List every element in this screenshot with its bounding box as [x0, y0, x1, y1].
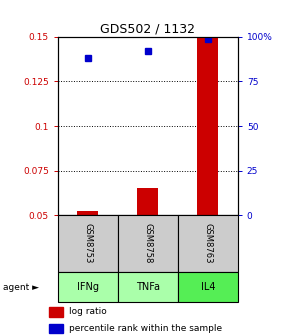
Text: GSM8753: GSM8753	[84, 223, 93, 264]
Bar	[137, 188, 158, 215]
Bar	[49, 307, 63, 317]
Bar	[178, 272, 238, 302]
Title: GDS502 / 1132: GDS502 / 1132	[100, 23, 195, 36]
Bar	[178, 215, 238, 272]
Bar	[197, 37, 218, 215]
Bar	[77, 211, 99, 215]
Text: IL4: IL4	[201, 282, 215, 292]
Text: percentile rank within the sample: percentile rank within the sample	[69, 324, 222, 333]
Bar	[58, 215, 118, 272]
Bar	[49, 324, 63, 333]
Text: IFNg: IFNg	[77, 282, 99, 292]
Text: TNFa: TNFa	[136, 282, 160, 292]
Bar	[118, 215, 178, 272]
Text: log ratio: log ratio	[69, 307, 106, 316]
Text: GSM8763: GSM8763	[203, 223, 212, 264]
Bar	[118, 272, 178, 302]
Text: agent ►: agent ►	[3, 283, 39, 292]
Text: GSM8758: GSM8758	[143, 223, 153, 264]
Bar	[58, 272, 118, 302]
